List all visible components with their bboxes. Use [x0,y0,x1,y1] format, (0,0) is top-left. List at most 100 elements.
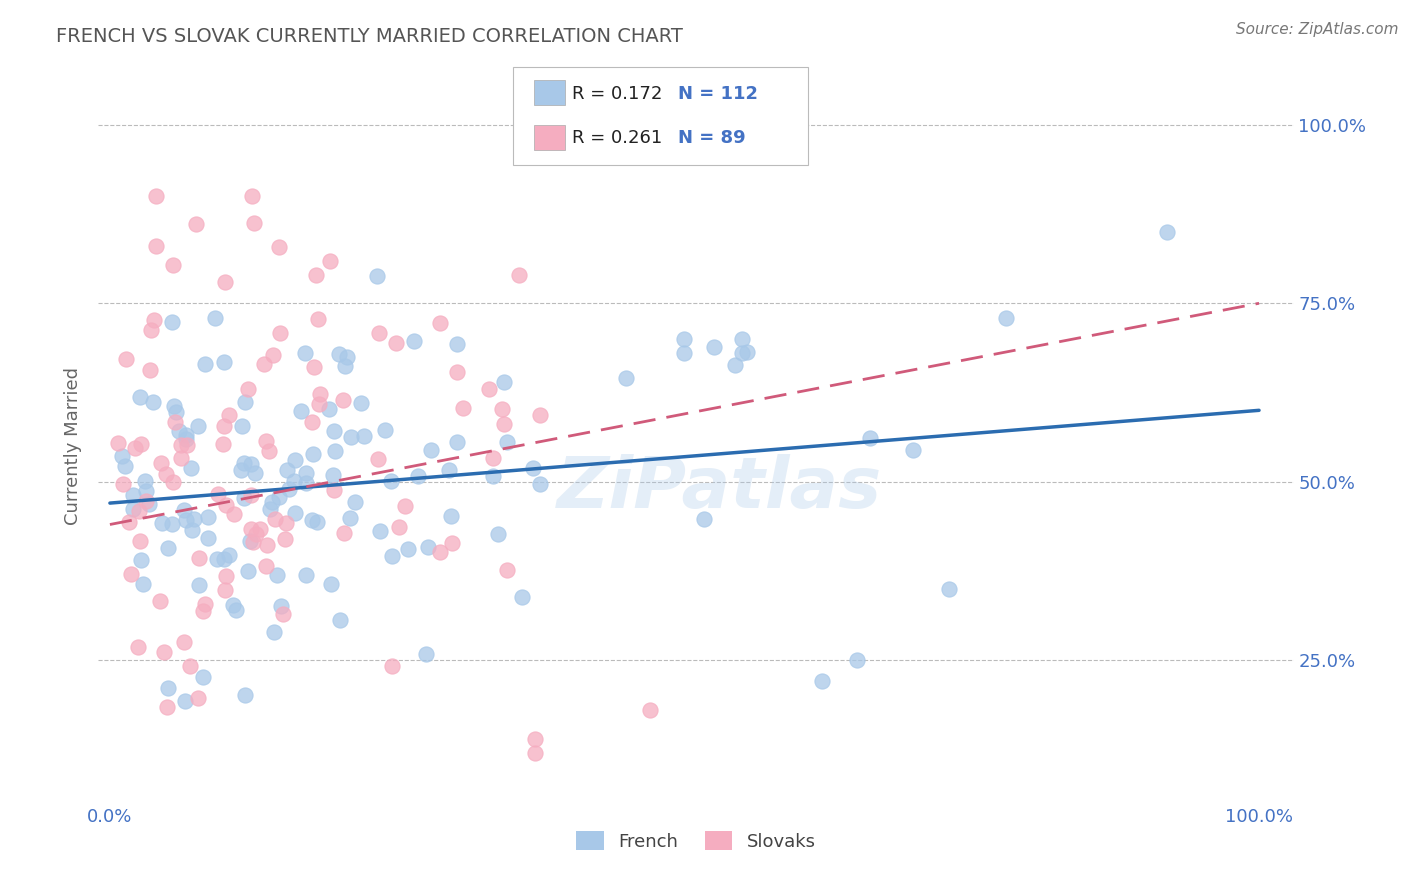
Point [212,355,235,369]
Point [107,435,129,450]
Point [374,423,396,437]
Point [380,659,402,673]
Point [156,681,179,695]
Point [284,506,307,520]
Point [215,569,238,583]
Point [163,399,186,413]
Point [122,488,145,502]
Point [176,438,198,452]
Point [111,477,134,491]
Point [256,434,278,448]
Point [301,415,323,429]
Point [145,189,167,203]
Text: N = 89: N = 89 [678,129,745,147]
Point [381,549,404,564]
Point [278,482,301,496]
Point [138,363,160,377]
Point [197,531,219,545]
Point [149,456,172,470]
Point [350,395,373,409]
Point [406,469,429,483]
Point [173,635,195,649]
Point [204,311,226,326]
Point [134,474,156,488]
Point [328,347,350,361]
Point [529,409,551,423]
Point [638,703,661,717]
Point [165,415,187,429]
Point [242,534,264,549]
Point [249,522,271,536]
Point [269,239,291,253]
Point [162,258,184,272]
Point [478,382,501,396]
Point [187,691,209,706]
Text: Source: ZipAtlas.com: Source: ZipAtlas.com [1236,22,1399,37]
Point [290,404,312,418]
Point [110,450,132,464]
Point [214,582,236,597]
Point [415,647,437,661]
Point [437,463,460,477]
Point [231,419,253,434]
Point [180,461,202,475]
Point [188,551,211,566]
Point [122,502,145,516]
Point [336,350,359,364]
Text: ZiPatlas: ZiPatlas [557,454,883,524]
Point [233,394,256,409]
Point [194,357,217,371]
Point [429,545,451,559]
Point [368,524,391,538]
Point [194,597,217,611]
Point [702,340,724,354]
Point [295,475,318,490]
Legend: French, Slovaks: French, Slovaks [569,824,823,858]
Point [388,520,411,534]
Point [495,563,517,577]
Point [482,450,505,465]
Point [152,516,174,530]
Point [205,552,228,566]
Point [508,268,530,283]
Point [259,501,281,516]
Point [236,382,259,396]
Point [245,466,267,480]
Point [156,700,179,714]
Point [266,567,288,582]
Point [368,326,391,341]
Point [486,527,509,541]
Point [218,408,240,422]
Point [138,497,160,511]
Point [224,508,246,522]
Point [440,508,463,523]
Point [294,345,316,359]
Point [184,217,207,231]
Point [302,360,325,375]
Point [129,390,152,404]
Point [322,483,344,497]
Point [142,313,165,327]
Point [307,312,329,326]
Point [329,613,352,627]
Point [124,441,146,455]
Point [273,533,295,547]
Point [256,538,278,552]
Point [214,275,236,289]
Point [284,453,307,467]
Point [135,483,157,498]
Point [263,624,285,639]
Point [145,239,167,253]
Point [302,447,325,461]
Point [301,512,323,526]
Point [187,418,209,433]
Text: FRENCH VS SLOVAK CURRENTLY MARRIED CORRELATION CHART: FRENCH VS SLOVAK CURRENTLY MARRIED CORRE… [56,27,683,45]
Point [153,645,176,659]
Point [693,511,716,525]
Point [183,512,205,526]
Point [323,444,346,458]
Point [259,444,281,458]
Point [339,430,361,444]
Point [522,461,544,475]
Point [142,395,165,409]
